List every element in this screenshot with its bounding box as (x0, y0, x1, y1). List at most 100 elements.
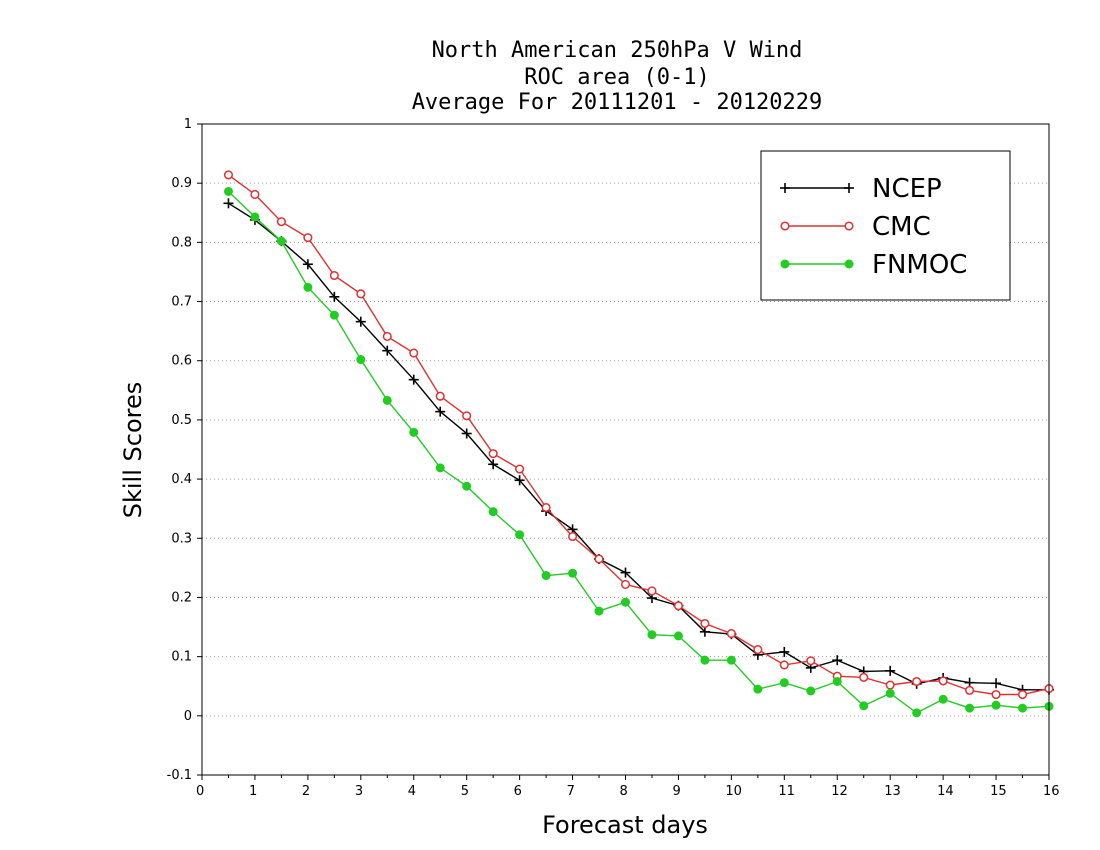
data-point-fnmoc (753, 684, 763, 694)
x-tick-label: 16 (1043, 784, 1060, 799)
x-tick-label: 5 (461, 784, 469, 799)
x-tick-label: 9 (672, 784, 680, 799)
data-point-fnmoc (859, 701, 869, 711)
data-point-fnmoc (779, 678, 789, 688)
data-point-fnmoc (594, 606, 604, 616)
x-tick-label: 13 (884, 784, 901, 799)
x-tick-label: 3 (355, 784, 363, 799)
chart-title-line: North American 250hPa V Wind (432, 38, 803, 63)
y-tick-label: 0.1 (171, 650, 192, 665)
data-point-cmc (1017, 689, 1028, 700)
series-lines (223, 170, 1054, 718)
data-point-cmc (409, 348, 419, 358)
x-tick-label: 8 (620, 784, 628, 799)
data-point-ncep (408, 374, 419, 385)
data-point-fnmoc (541, 571, 551, 581)
x-tick-label: 7 (567, 784, 575, 799)
x-tick-label: 11 (778, 784, 795, 799)
x-tick-label: 2 (302, 784, 310, 799)
data-point-fnmoc (356, 355, 366, 365)
data-point-cmc (885, 680, 895, 690)
y-tick-label: 0.8 (171, 235, 192, 250)
legend-marker (844, 221, 854, 231)
axis-ticks: -0.100.10.20.30.40.50.60.70.80.910 1 2 3 4 5 6… (167, 117, 1060, 799)
legend-marker (780, 221, 790, 231)
data-point-fnmoc (409, 427, 419, 437)
data-point-fnmoc (912, 708, 922, 718)
y-tick-label: 0 (184, 709, 192, 724)
data-point-cmc (435, 391, 445, 401)
data-point-fnmoc (1018, 703, 1028, 713)
y-tick-label: 0.4 (171, 472, 192, 487)
data-point-cmc (991, 689, 1001, 700)
data-point-fnmoc (382, 395, 392, 405)
data-point-ncep (382, 345, 393, 356)
y-axis-label: Skill Scores (119, 382, 147, 519)
data-point-ncep (461, 428, 472, 439)
data-point-cmc (276, 217, 286, 227)
data-point-cmc (382, 331, 392, 342)
legend-marker (844, 259, 854, 269)
data-point-cmc (462, 411, 472, 421)
data-point-fnmoc (806, 686, 816, 696)
data-point-cmc (620, 579, 631, 589)
data-point-fnmoc (329, 310, 339, 320)
data-point-ncep (488, 459, 499, 470)
data-point-fnmoc (726, 655, 736, 665)
y-tick-label: 0.3 (171, 531, 192, 546)
y-tick-label: 0.2 (171, 590, 192, 605)
data-point-ncep (620, 567, 631, 578)
y-tick-label: -0.1 (167, 768, 192, 783)
data-point-fnmoc (488, 507, 498, 517)
chart-title-line: Average For 20111201 - 20120229 (412, 90, 823, 115)
data-point-cmc (356, 289, 366, 299)
data-point-cmc (859, 672, 869, 682)
y-tick-label: 0.5 (171, 413, 192, 428)
data-point-ncep (991, 678, 1002, 689)
legend-item-fnmoc: FNMOC (780, 250, 967, 280)
data-point-cmc (965, 685, 975, 695)
data-point-cmc (912, 676, 922, 687)
x-tick-label: 15 (990, 784, 1007, 799)
data-point-cmc (488, 449, 498, 459)
data-point-cmc (515, 464, 525, 474)
chart-title-line: ROC area (0-1) (524, 65, 709, 90)
data-point-cmc (541, 502, 551, 513)
y-tick-label: 0.9 (171, 176, 192, 191)
data-point-ncep (329, 291, 340, 302)
data-point-fnmoc (462, 481, 472, 491)
data-point-fnmoc (700, 655, 710, 665)
data-point-cmc (806, 656, 816, 666)
data-point-ncep (885, 665, 896, 676)
data-point-cmc (726, 629, 736, 639)
legend-item-ncep: NCEP (780, 174, 942, 204)
data-point-cmc (329, 270, 339, 281)
data-point-fnmoc (832, 676, 842, 686)
data-point-cmc (647, 586, 657, 596)
x-tick-label: 10 (725, 784, 742, 799)
data-point-fnmoc (673, 631, 683, 641)
data-point-fnmoc (991, 700, 1001, 710)
data-point-fnmoc (515, 530, 525, 540)
data-point-cmc (250, 189, 260, 199)
legend-marker (780, 259, 790, 269)
legend-label: NCEP (872, 174, 942, 204)
x-tick-label: 0 (196, 784, 204, 799)
legend-item-cmc: CMC (780, 212, 931, 242)
x-tick-label: 1 (249, 784, 257, 799)
x-tick-label: 12 (831, 784, 848, 799)
x-tick-label: 4 (408, 784, 416, 799)
data-point-fnmoc (965, 703, 975, 713)
data-point-fnmoc (647, 630, 657, 640)
data-point-cmc (303, 233, 313, 243)
data-point-fnmoc (885, 688, 895, 698)
data-point-cmc (938, 676, 948, 686)
x-tick-label: 6 (514, 784, 522, 799)
data-point-ncep (302, 259, 313, 270)
data-point-fnmoc (303, 282, 313, 292)
data-point-fnmoc (435, 463, 445, 473)
data-point-ncep (223, 198, 234, 209)
